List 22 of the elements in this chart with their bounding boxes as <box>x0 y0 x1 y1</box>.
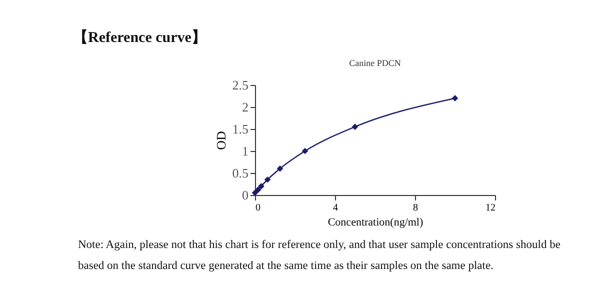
y-tick-label: 0 <box>242 188 248 202</box>
y-tick-label: 1 <box>242 144 248 158</box>
x-tick-label: 12 <box>486 202 496 214</box>
y-axis-title: OD <box>213 131 228 150</box>
x-tick-label: 8 <box>413 202 418 214</box>
point <box>264 176 271 183</box>
point <box>302 148 308 154</box>
x-tick-label: 4 <box>333 202 338 214</box>
y-tick-label: 2.5 <box>232 78 248 92</box>
point <box>254 186 262 193</box>
x-axis-title: Concentration(ng/ml) <box>328 216 424 228</box>
y-tick-label: 0.5 <box>232 166 248 180</box>
text: Note: Again, please not that his chart is for reference only, and that user sample concentrations should be based on the standard curve generated at the same time as their samples on the same plate. <box>78 239 560 272</box>
y-tick-label: 1.5 <box>232 122 248 136</box>
y-tick-label: 2 <box>242 100 248 114</box>
x-tick-label: 0 <box>256 202 260 214</box>
chart-title: 【Reference curve】 <box>73 29 206 46</box>
point <box>352 124 358 130</box>
point <box>276 165 284 172</box>
point <box>452 95 458 102</box>
point <box>258 183 264 190</box>
chart-subtitle: Canine PDCN <box>349 58 402 68</box>
